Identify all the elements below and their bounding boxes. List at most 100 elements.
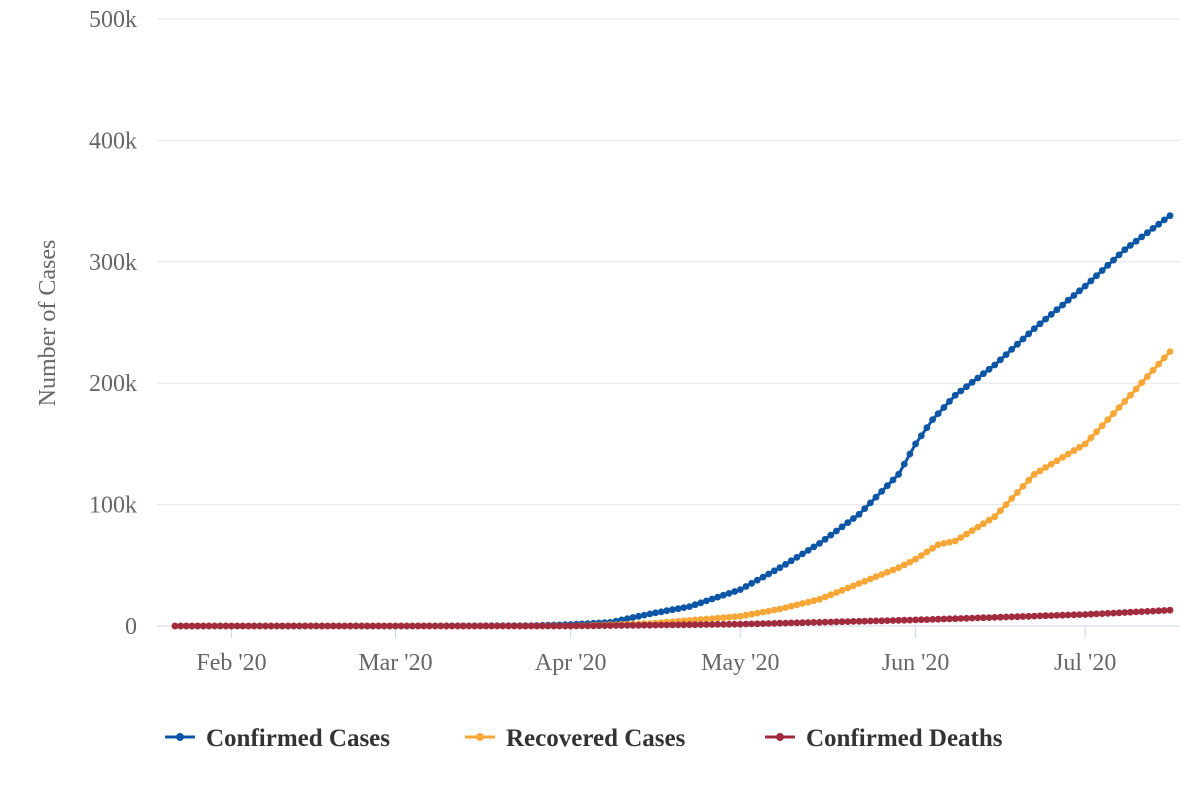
data-point: [912, 616, 919, 624]
data-point: [335, 622, 343, 630]
data-point: [759, 573, 767, 581]
data-point: [1042, 464, 1049, 471]
legend-item-confirmed-cases[interactable]: Confirmed Cases: [165, 725, 390, 752]
data-point: [827, 531, 835, 539]
data-point: [674, 621, 682, 629]
data-point: [1059, 454, 1066, 461]
data-point: [499, 622, 507, 630]
legend-item-confirmed-deaths[interactable]: Confirmed Deaths: [765, 725, 1003, 752]
data-point: [1144, 229, 1151, 237]
data-point: [850, 582, 857, 590]
data-point: [810, 597, 818, 605]
legend-swatch-marker: [476, 733, 484, 741]
data-point: [889, 617, 897, 624]
x-tick-label: Feb '20: [196, 650, 266, 676]
data-point: [279, 622, 286, 630]
series-lines: [171, 212, 1174, 630]
data-point: [753, 576, 761, 584]
data-point: [1002, 501, 1010, 508]
data-point: [1070, 447, 1078, 454]
data-point: [1138, 233, 1146, 241]
data-point: [573, 622, 580, 630]
data-point: [946, 615, 953, 623]
data-point: [985, 365, 993, 373]
data-point: [1093, 428, 1100, 436]
data-point: [827, 618, 835, 626]
data-point: [810, 543, 818, 551]
y-axis: 0 100k 200k 300k 400k 500k: [89, 7, 137, 640]
data-point: [946, 398, 953, 405]
data-point: [1076, 611, 1083, 618]
data-point: [748, 610, 755, 618]
data-point: [974, 614, 982, 622]
data-point: [895, 564, 902, 572]
data-point: [1110, 609, 1117, 617]
data-point: [1047, 460, 1055, 468]
data-point: [409, 622, 416, 630]
data-point: [1155, 220, 1163, 228]
data-point: [657, 608, 665, 616]
data-point: [426, 622, 433, 630]
data-point: [1081, 282, 1089, 290]
data-point: [804, 619, 812, 626]
data-point: [804, 547, 812, 554]
y-tick-label: 0: [125, 614, 137, 640]
data-point: [437, 622, 445, 630]
data-point: [1025, 330, 1033, 338]
data-point: [397, 622, 405, 630]
data-point: [635, 621, 642, 629]
data-point: [1132, 237, 1140, 245]
data-point: [991, 361, 999, 369]
data-point: [1115, 609, 1123, 617]
data-point: [787, 602, 795, 610]
data-point: [567, 622, 575, 630]
data-point: [708, 595, 716, 603]
data-point: [703, 621, 710, 628]
data-point: [821, 593, 829, 601]
data-point: [742, 611, 750, 619]
data-point: [974, 523, 982, 531]
data-point: [216, 622, 224, 630]
data-point: [561, 622, 569, 630]
data-point: [1076, 287, 1083, 295]
data-point: [906, 616, 914, 624]
data-point: [1127, 391, 1134, 399]
data-point: [776, 605, 784, 613]
data-point: [838, 618, 846, 626]
data-point: [934, 410, 942, 417]
data-point: [1064, 611, 1072, 619]
data-point: [239, 622, 247, 630]
data-point: [782, 619, 789, 627]
data-point: [1014, 340, 1021, 348]
data-point: [188, 622, 196, 630]
data-point: [889, 566, 897, 574]
data-point: [1160, 216, 1168, 224]
data-point: [539, 622, 546, 630]
data-point: [533, 622, 541, 630]
data-point: [1155, 360, 1163, 368]
data-point: [1030, 612, 1038, 620]
data-point: [652, 621, 659, 629]
data-point: [205, 622, 213, 630]
data-point: [640, 611, 648, 619]
data-point: [1166, 212, 1174, 220]
data-point: [578, 622, 586, 630]
data-point: [861, 577, 869, 585]
data-point: [307, 622, 315, 630]
data-point: [872, 617, 880, 625]
data-point: [940, 404, 948, 411]
legend-swatch-marker: [776, 733, 784, 741]
data-point: [1036, 467, 1044, 475]
data-point: [601, 622, 609, 629]
series-line-confirmed-cases: [175, 214, 1171, 628]
data-point: [816, 540, 823, 547]
data-point: [1059, 301, 1066, 309]
data-point: [171, 622, 179, 630]
data-point: [799, 619, 806, 627]
data-point: [878, 488, 886, 495]
data-point: [883, 482, 891, 490]
data-point: [1059, 611, 1066, 619]
data-point: [776, 619, 784, 627]
data-point: [1019, 613, 1027, 620]
legend-item-recovered-cases[interactable]: Recovered Cases: [465, 725, 686, 752]
